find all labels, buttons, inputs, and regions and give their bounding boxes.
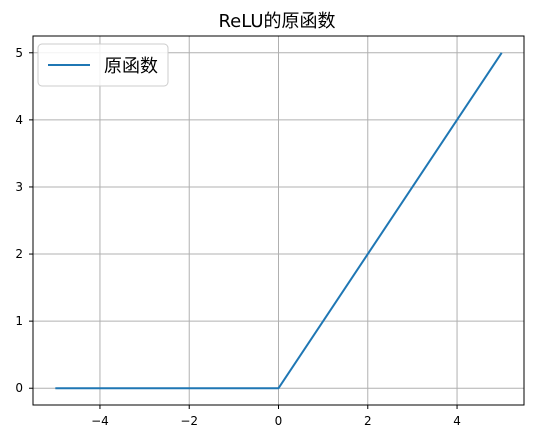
y-tick-label: 0 [15, 381, 23, 395]
y-tick-label: 4 [15, 113, 23, 127]
ticks: −4 −2 0 2 4 0 1 2 3 4 5 [15, 46, 461, 428]
legend-label: 原函数 [104, 56, 158, 77]
chart-title: ReLU的原函数 [218, 11, 335, 32]
y-tick-label: 5 [15, 46, 23, 60]
legend: 原函数 [37, 43, 169, 87]
x-tick-label: 2 [364, 414, 372, 428]
x-tick-label: 4 [453, 414, 461, 428]
x-tick-label: 0 [275, 414, 283, 428]
y-tick-label: 2 [15, 247, 23, 261]
series-line [55, 52, 503, 390]
y-tick-label: 3 [15, 180, 23, 194]
x-tick-label: −2 [180, 414, 198, 428]
y-tick-label: 1 [15, 314, 23, 328]
x-tick-label: −4 [91, 414, 109, 428]
legend-box [37, 43, 169, 87]
grid [33, 36, 524, 405]
series-layer [55, 52, 503, 390]
